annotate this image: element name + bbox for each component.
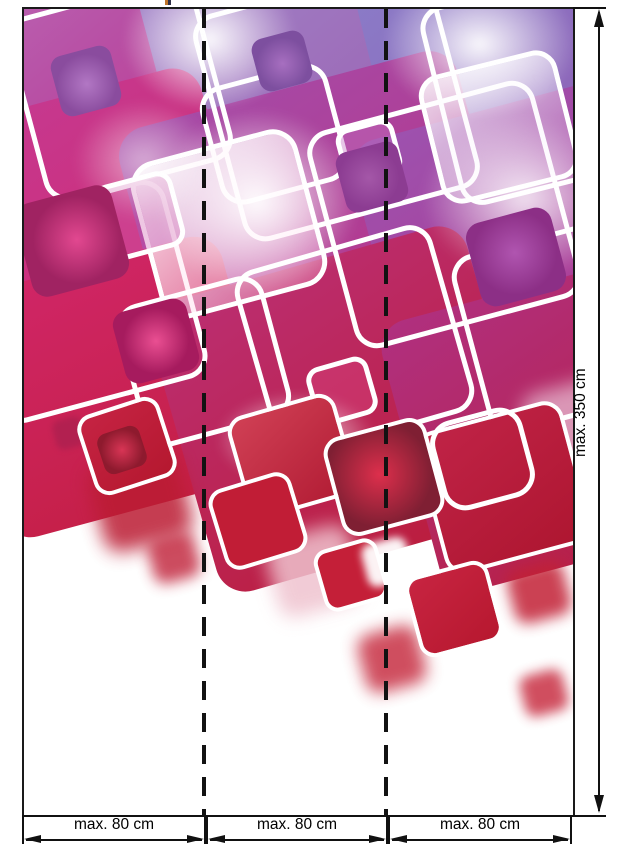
panel-cut-line-1: [202, 9, 206, 815]
segment-divider-left-edge: [22, 815, 24, 844]
height-dimension-label: max. 350 cm: [572, 368, 589, 457]
segment-3-label: max. 80 cm: [439, 816, 521, 833]
arrow-left-icon: [24, 835, 41, 843]
dimension-segment-1: max. 80 cm: [24, 815, 204, 844]
glow: [381, 9, 573, 119]
segment-divider-1: [204, 815, 208, 844]
bottom-dimension-baseline: [22, 815, 606, 817]
arrow-up-icon: [594, 9, 604, 27]
arrow-left-icon: [208, 835, 225, 843]
segment-divider-right-edge: [570, 815, 572, 844]
arrow-right-icon: [187, 835, 204, 843]
cropped-text-artifact: [165, 0, 171, 5]
mural-artwork-canvas: [22, 7, 575, 817]
blur-red: [517, 667, 571, 719]
segment-divider-2: [386, 815, 390, 844]
segment-1-label: max. 80 cm: [73, 816, 155, 833]
abstract-squares-artwork: [24, 9, 573, 815]
arrow-down-icon: [594, 795, 604, 813]
arrow-left-icon: [390, 835, 407, 843]
dimension-segment-2: max. 80 cm: [208, 815, 386, 844]
arrow-right-icon: [369, 835, 386, 843]
segment-2-dimension-arrow: [208, 835, 386, 844]
height-dimension-line: [598, 12, 600, 811]
top-extension-line: [573, 7, 606, 9]
segment-1-dimension-arrow: [24, 835, 204, 844]
arrow-right-icon: [553, 835, 570, 843]
panel-cut-line-2: [384, 9, 388, 815]
segment-3-dimension-arrow: [390, 835, 570, 844]
dimension-segment-3: max. 80 cm: [390, 815, 570, 844]
segment-2-label: max. 80 cm: [256, 816, 338, 833]
